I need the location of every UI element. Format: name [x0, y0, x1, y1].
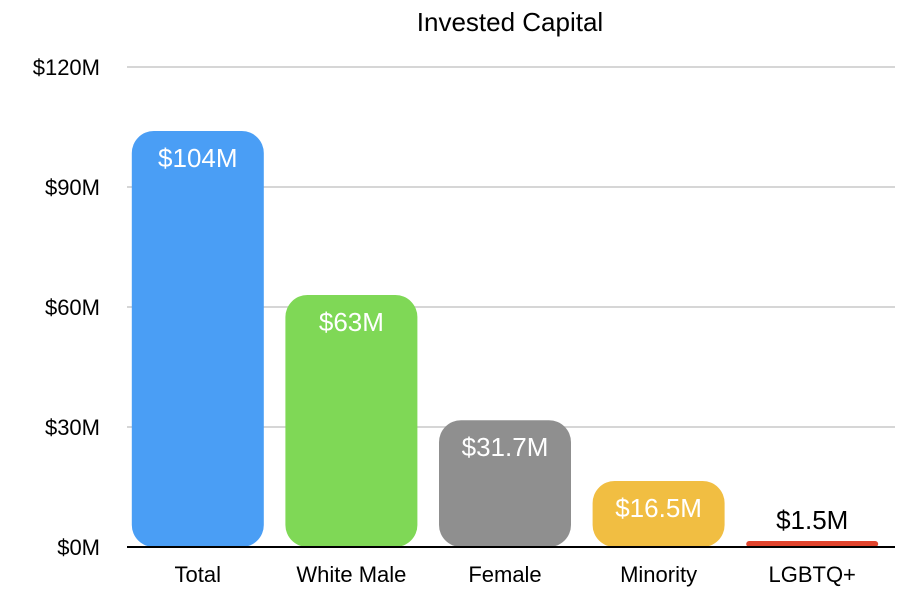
data-label: $63M [319, 307, 384, 337]
bar [285, 295, 418, 547]
data-label: $16.5M [615, 493, 702, 523]
y-tick-label: $120M [33, 55, 100, 80]
bars [131, 131, 879, 547]
x-tick-label: Female [468, 562, 541, 587]
bar [439, 420, 571, 547]
bar [592, 481, 725, 547]
y-tick-label: $60M [45, 295, 100, 320]
data-label: $1.5M [776, 505, 848, 535]
y-tick-label: $30M [45, 415, 100, 440]
value-labels: $104M $63M $31.7M $16.5M $1.5M [158, 143, 848, 535]
x-axis: Total White Male Female Minority LGBTQ+ [175, 562, 856, 587]
bar [131, 131, 264, 547]
data-label: $104M [158, 143, 238, 173]
y-axis: $0M $30M $60M $90M $120M [33, 55, 100, 560]
y-tick-label: $0M [57, 535, 100, 560]
x-tick-label: LGBTQ+ [768, 562, 855, 587]
bar [746, 541, 879, 547]
x-tick-label: White Male [296, 562, 406, 587]
x-tick-label: Minority [620, 562, 697, 587]
data-label: $31.7M [462, 432, 549, 462]
x-tick-label: Total [175, 562, 221, 587]
y-tick-label: $90M [45, 175, 100, 200]
chart-title: Invested Capital [417, 7, 603, 37]
